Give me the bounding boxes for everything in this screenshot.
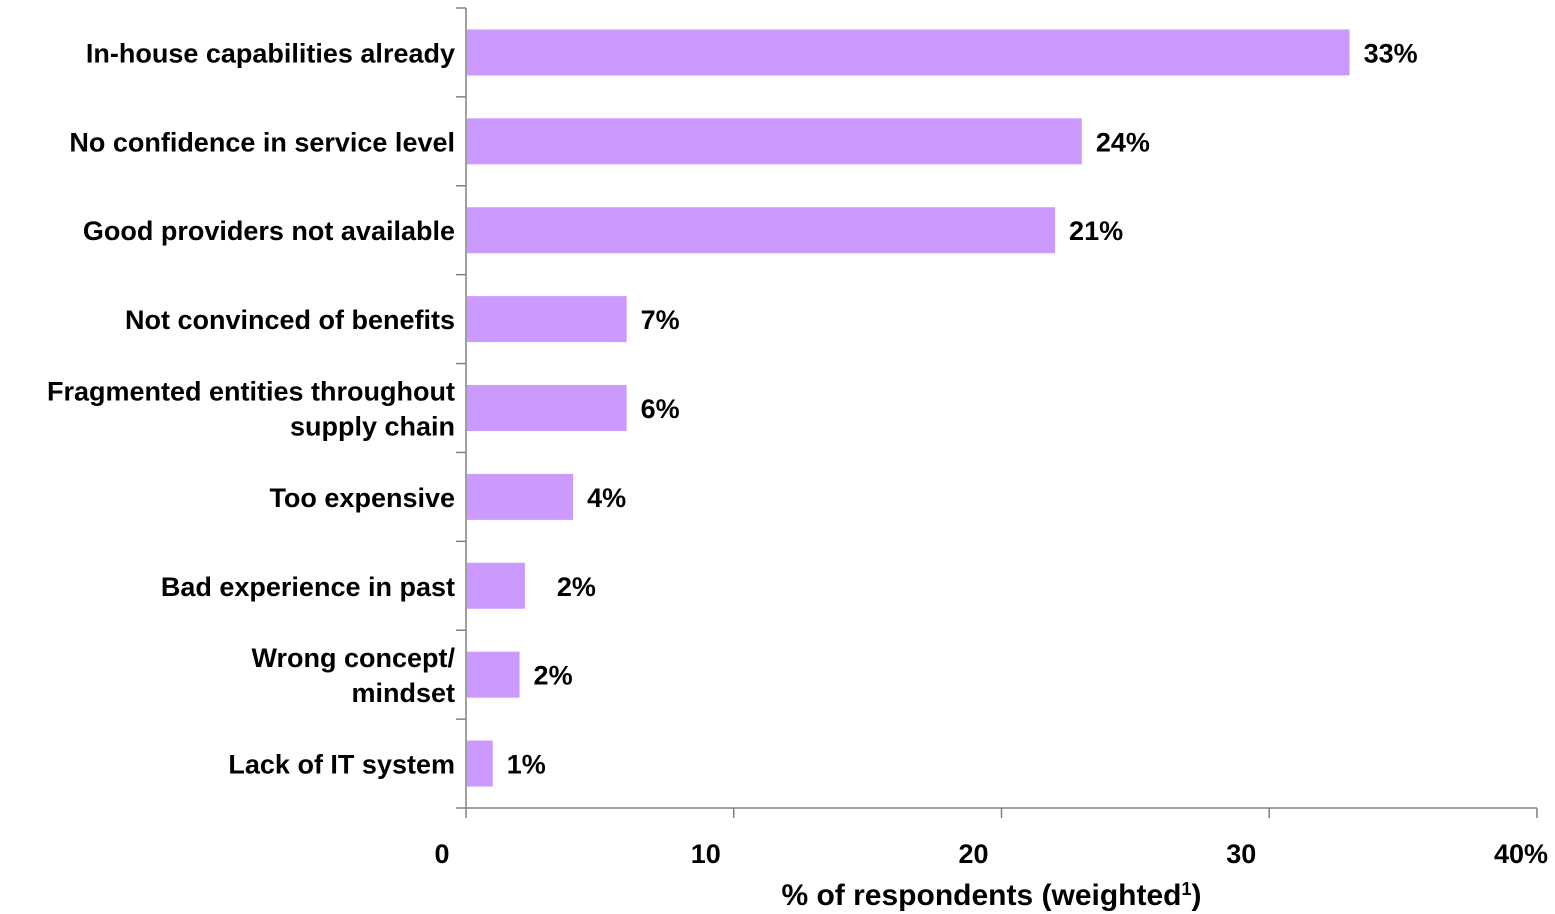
category-label: Fragmented entities throughout supply cha… bbox=[47, 377, 455, 442]
category-label-line: Good providers not available bbox=[83, 216, 455, 246]
category-label: Good providers not available bbox=[83, 216, 455, 246]
category-labels: In-house capabilities already No confiden… bbox=[47, 38, 455, 779]
category-label-line: Lack of IT system bbox=[228, 750, 455, 780]
bar-value-label: 7% bbox=[641, 305, 680, 335]
bar bbox=[467, 385, 627, 431]
category-label-line: mindset bbox=[351, 678, 455, 708]
category-label: Not convinced of benefits bbox=[125, 305, 455, 335]
x-tick-label: 0 bbox=[434, 839, 449, 869]
value-labels: 33% 24% 21% 7% 6% 4% 2% 2% 1% bbox=[507, 38, 1418, 779]
bar bbox=[467, 562, 525, 609]
bar bbox=[467, 651, 520, 698]
bar-value-label: 2% bbox=[534, 661, 573, 691]
category-label-line: In-house capabilities already bbox=[86, 38, 455, 68]
x-tick-labels: 0 10 20 30 40% bbox=[434, 839, 1548, 869]
category-label: Too expensive bbox=[269, 483, 455, 513]
category-label-line: Too expensive bbox=[269, 483, 455, 513]
category-label-line: Fragmented entities throughout bbox=[47, 377, 455, 407]
bar-value-label: 24% bbox=[1096, 127, 1150, 157]
category-label: No confidence in service level bbox=[69, 127, 455, 157]
bar-value-label: 2% bbox=[557, 572, 596, 602]
x-axis-title: % of respondents (weighted1) bbox=[781, 879, 1201, 912]
category-label-line: No confidence in service level bbox=[69, 127, 455, 157]
x-axis-title-text: % of respondents (weighted bbox=[781, 879, 1181, 912]
bar bbox=[467, 473, 574, 520]
x-axis-title-superscript: 1 bbox=[1182, 879, 1192, 899]
x-axis-title-suffix: ) bbox=[1192, 879, 1202, 912]
bar bbox=[467, 29, 1350, 76]
category-label: Lack of IT system bbox=[228, 750, 455, 780]
category-label-line: Not convinced of benefits bbox=[125, 305, 455, 335]
x-tick-label: 10 bbox=[691, 839, 721, 869]
x-tick-label: 20 bbox=[958, 839, 988, 869]
bar bbox=[467, 207, 1056, 254]
category-label: Wrong concept/mindset bbox=[251, 643, 455, 708]
category-label-line: Wrong concept/ bbox=[251, 643, 455, 673]
bar-value-label: 6% bbox=[641, 394, 680, 424]
bars-group bbox=[467, 29, 1350, 787]
bar-value-label: 4% bbox=[587, 483, 626, 513]
category-label: In-house capabilities already bbox=[86, 38, 455, 68]
bar-value-label: 21% bbox=[1069, 216, 1123, 246]
bar bbox=[467, 740, 493, 787]
category-label: Bad experience in past bbox=[161, 572, 455, 602]
chart-axes bbox=[456, 7, 1538, 818]
bar-value-label: 1% bbox=[507, 750, 546, 780]
x-tick-label: 30 bbox=[1226, 839, 1256, 869]
category-label-line: supply chain bbox=[290, 412, 455, 442]
bar-value-label: 33% bbox=[1364, 38, 1418, 68]
category-label-line: Bad experience in past bbox=[161, 572, 455, 602]
bar bbox=[467, 118, 1082, 165]
bar bbox=[467, 296, 627, 343]
x-tick-label: 40% bbox=[1494, 839, 1548, 869]
